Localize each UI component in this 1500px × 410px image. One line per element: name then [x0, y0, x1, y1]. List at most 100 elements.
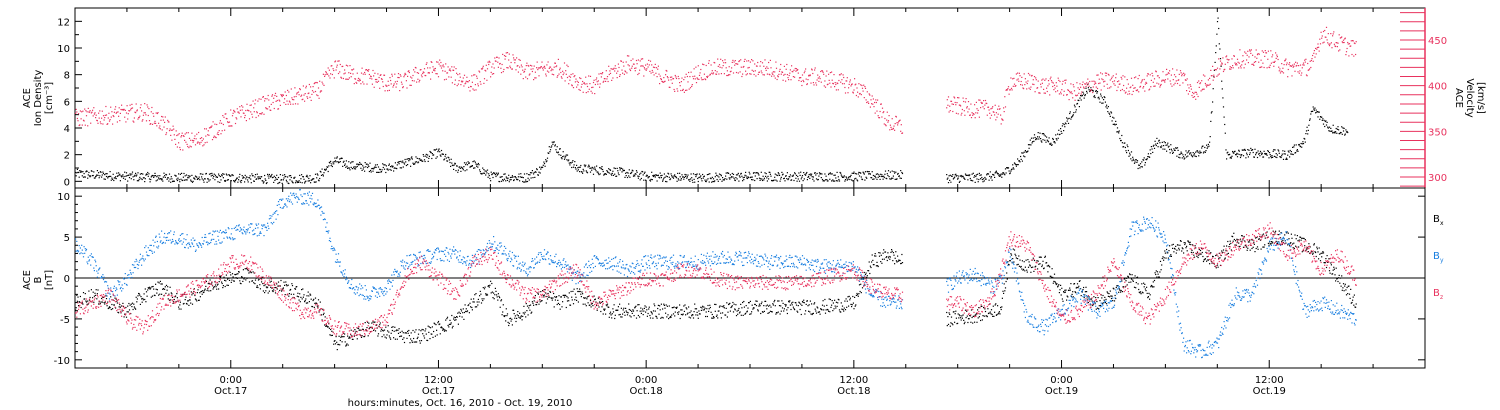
- density-point: [130, 174, 132, 176]
- velocity-point: [884, 117, 886, 120]
- density-point: [238, 176, 240, 178]
- velocity-point: [92, 115, 94, 117]
- velocity-point: [963, 110, 965, 112]
- density-point: [370, 169, 372, 172]
- velocity-point: [984, 99, 987, 102]
- velocity-point: [273, 107, 275, 110]
- velocity-point: [1043, 92, 1045, 94]
- density-point: [102, 172, 105, 175]
- density-point: [599, 167, 601, 169]
- velocity-point: [491, 73, 493, 75]
- density-point: [963, 177, 965, 179]
- density-point: [1147, 156, 1149, 158]
- velocity-point: [333, 77, 335, 79]
- density-point: [1140, 166, 1142, 168]
- Bx-point: [76, 294, 78, 296]
- density-point: [1078, 99, 1080, 102]
- density-point: [583, 164, 585, 166]
- density-point: [549, 149, 552, 151]
- density-point: [881, 174, 883, 176]
- velocity-point: [153, 122, 155, 124]
- density-point: [575, 168, 577, 170]
- velocity-point: [105, 105, 107, 108]
- Bx-point: [147, 287, 149, 289]
- density-point: [454, 163, 456, 165]
- velocity-point: [625, 61, 627, 63]
- velocity-point: [1309, 60, 1311, 62]
- velocity-point: [526, 62, 528, 64]
- velocity-point: [436, 61, 438, 63]
- density-point: [786, 178, 788, 180]
- density-point: [460, 166, 463, 168]
- velocity-point: [605, 70, 607, 72]
- Bx-point: [195, 299, 197, 301]
- density-point: [802, 180, 804, 182]
- density-point: [363, 166, 365, 168]
- velocity-point: [230, 109, 232, 111]
- density-point: [392, 165, 394, 167]
- velocity-point: [324, 75, 326, 77]
- velocity-point: [654, 63, 656, 65]
- velocity-point: [869, 94, 871, 96]
- density-point: [110, 179, 112, 181]
- Bx-point: [465, 310, 467, 312]
- velocity-point: [572, 73, 574, 75]
- density-point: [155, 175, 157, 177]
- velocity-point: [1186, 78, 1188, 80]
- velocity-point: [371, 83, 373, 85]
- density-point: [601, 166, 603, 168]
- density-point: [956, 175, 958, 177]
- density-point: [891, 177, 893, 179]
- density-point: [1276, 154, 1278, 156]
- density-point: [1297, 150, 1299, 152]
- Bx-point: [479, 290, 481, 292]
- velocity-point: [509, 67, 512, 69]
- velocity-point: [1190, 85, 1192, 87]
- density-point: [540, 168, 542, 170]
- density-point: [257, 176, 259, 178]
- density-point: [345, 166, 347, 168]
- density-point: [385, 165, 387, 167]
- velocity-point: [197, 141, 199, 143]
- velocity-point: [196, 133, 198, 135]
- Bx-point: [333, 340, 335, 342]
- velocity-point: [184, 139, 186, 141]
- density-point: [467, 161, 469, 163]
- density-point: [737, 174, 739, 176]
- velocity-point: [420, 69, 422, 71]
- velocity-tick-label: 450: [1428, 36, 1447, 47]
- density-point: [440, 149, 443, 152]
- Bx-point: [100, 301, 102, 303]
- density-point: [1312, 110, 1314, 112]
- velocity-point: [901, 132, 904, 134]
- Bx-point: [213, 287, 215, 289]
- density-point: [407, 164, 409, 166]
- velocity-point: [857, 96, 859, 98]
- velocity-point: [549, 66, 552, 68]
- velocity-point: [1297, 71, 1299, 73]
- velocity-point: [313, 91, 315, 93]
- velocity-point: [1127, 83, 1129, 85]
- velocity-point: [534, 77, 536, 79]
- velocity-point: [240, 116, 242, 118]
- velocity-point: [445, 63, 447, 65]
- density-point: [479, 171, 481, 173]
- velocity-point: [1204, 82, 1206, 85]
- density-point: [196, 178, 198, 180]
- Bx-point: [98, 303, 100, 305]
- density-point: [157, 175, 159, 177]
- velocity-point: [752, 60, 754, 62]
- velocity-point: [846, 80, 848, 82]
- Bx-point: [244, 268, 246, 270]
- density-point: [218, 173, 220, 175]
- velocity-point: [1227, 61, 1229, 64]
- velocity-point: [1320, 31, 1322, 33]
- Bx-point: [131, 306, 133, 308]
- Bx-point: [225, 274, 227, 276]
- density-point: [1072, 114, 1074, 116]
- density-point: [668, 176, 670, 178]
- density-point: [979, 174, 981, 176]
- velocity-point: [433, 68, 435, 70]
- density-point: [505, 180, 507, 182]
- velocity-point: [608, 73, 610, 76]
